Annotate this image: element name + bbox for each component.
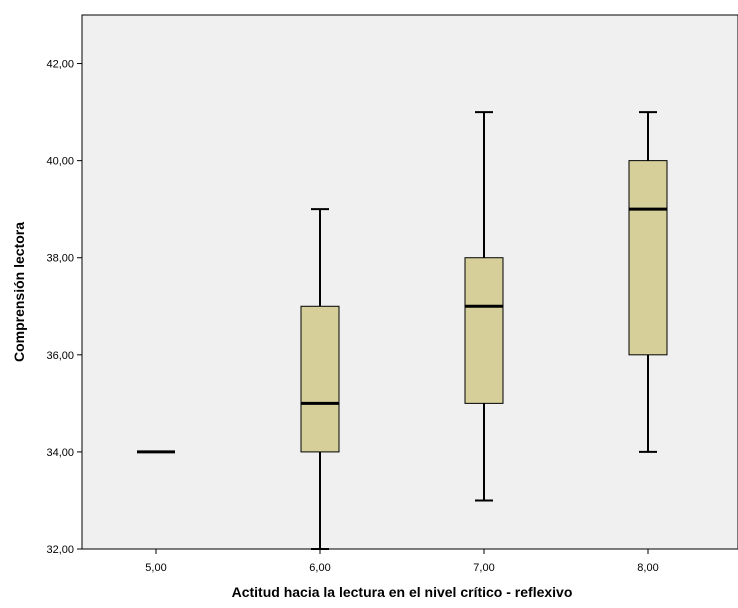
box — [628, 160, 668, 356]
y-axis: 32,00 34,00 36,00 38,00 40,00 42,00 — [46, 15, 83, 556]
box-group — [300, 208, 340, 550]
x-tick-label: 8,00 — [637, 562, 658, 574]
box-group — [628, 111, 668, 453]
x-axis-title: Actitud hacia la lectura en el nivel crí… — [232, 584, 573, 600]
y-tick-label: 34,00 — [46, 447, 74, 459]
box — [464, 257, 504, 404]
y-tick-label: 32,00 — [46, 544, 74, 556]
x-tick-label: 5,00 — [145, 562, 166, 574]
y-tick-label: 42,00 — [46, 59, 74, 71]
y-tick-label: 38,00 — [46, 253, 74, 265]
box-group — [464, 111, 504, 502]
box — [300, 305, 340, 453]
x-axis: 5,00 6,00 7,00 8,00 — [82, 548, 738, 574]
x-tick-label: 6,00 — [309, 562, 330, 574]
x-tick-label: 7,00 — [473, 562, 494, 574]
y-axis-title: Comprensión lectora — [11, 222, 27, 362]
y-tick-label: 36,00 — [46, 350, 74, 362]
y-tick-label: 40,00 — [46, 156, 74, 168]
box-series — [137, 111, 668, 550]
